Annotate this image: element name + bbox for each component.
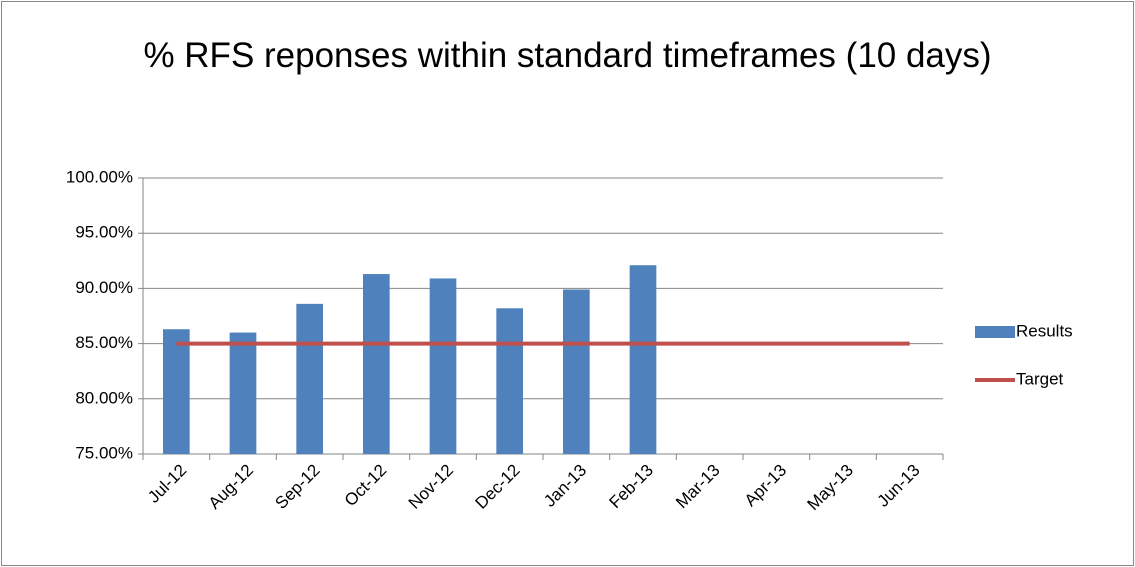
bar — [563, 289, 590, 454]
x-tick-label: Apr-13 — [741, 461, 791, 511]
bar — [229, 332, 257, 454]
y-tick-label: 80.00% — [75, 388, 133, 407]
x-tick-label: Jun-13 — [873, 461, 923, 511]
legend-swatch — [975, 326, 1015, 338]
y-tick-label: 85.00% — [75, 333, 133, 352]
legend-label: Target — [1016, 369, 1064, 388]
x-tick-label: Feb-13 — [605, 461, 657, 513]
x-tick-label: Aug-12 — [205, 461, 257, 513]
bar — [629, 265, 657, 454]
bar — [163, 329, 190, 454]
y-tick-label: 75.00% — [75, 443, 133, 462]
x-tick-label: May-13 — [803, 461, 857, 515]
x-tick-label: Dec-12 — [471, 461, 523, 513]
x-tick-label: Nov-12 — [405, 461, 457, 513]
x-tick-label: Mar-13 — [672, 461, 724, 513]
bar — [363, 274, 390, 454]
y-tick-label: 95.00% — [75, 223, 133, 242]
x-tick-label: Sep-12 — [271, 461, 323, 513]
bar — [429, 278, 457, 454]
x-tick-label: Jan-13 — [540, 461, 590, 511]
bar — [296, 303, 323, 454]
x-tick-label: Oct-12 — [341, 461, 391, 511]
chart-title: % RFS reponses within standard timeframe… — [143, 36, 992, 75]
legend-label: Results — [1016, 321, 1073, 340]
y-tick-label: 90.00% — [75, 278, 133, 297]
bar — [496, 308, 523, 454]
y-tick-label: 100.00% — [66, 167, 133, 186]
x-tick-label: Jul-12 — [144, 461, 190, 507]
